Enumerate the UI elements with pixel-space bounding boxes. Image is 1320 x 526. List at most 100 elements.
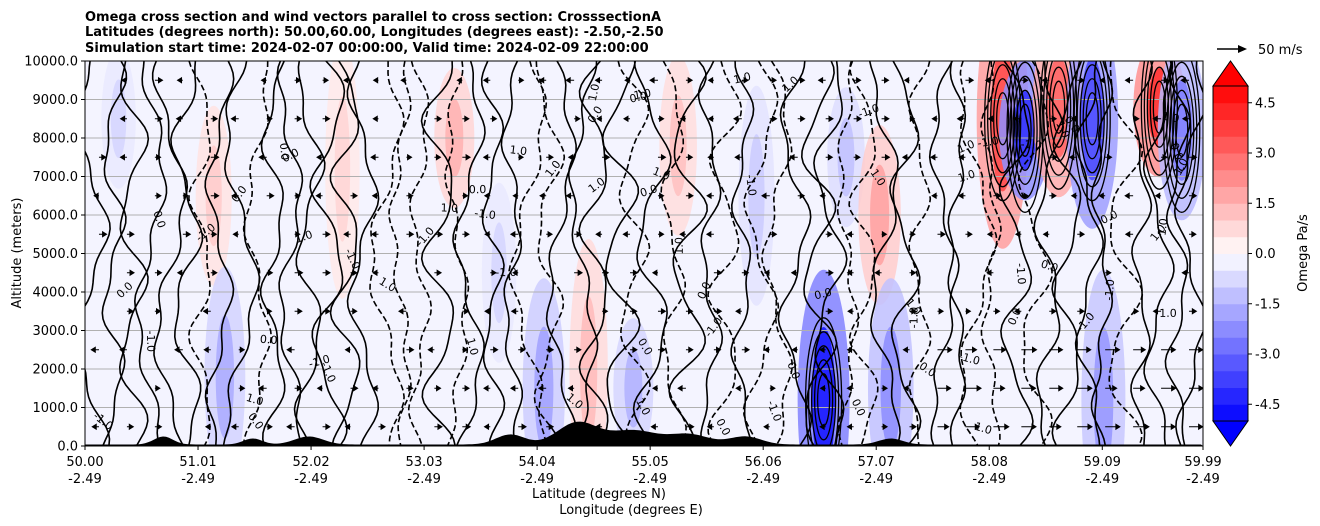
wind-vector	[595, 230, 603, 238]
contour-label: 1.0	[1159, 307, 1177, 320]
wind-vector	[231, 192, 239, 200]
positive-contour	[1142, 61, 1175, 446]
wind-vector	[937, 384, 952, 392]
colorbar-extend-top	[1212, 60, 1249, 87]
wind-vector	[518, 346, 526, 354]
storm-contour	[810, 345, 837, 446]
wind-vector	[154, 423, 163, 431]
wind-vector	[266, 115, 273, 123]
wind-vector	[685, 423, 695, 431]
contour-label: 0.0	[259, 333, 278, 347]
wind-vector	[350, 384, 359, 392]
colorbar-segment	[1213, 303, 1248, 321]
wind-vector	[546, 230, 554, 238]
wind-vector	[825, 115, 834, 123]
wind-vector	[537, 384, 547, 392]
contour-label: 1.0	[633, 87, 653, 103]
wind-vector	[965, 423, 981, 431]
wind-vector	[1012, 115, 1022, 123]
contour-label: 1.0	[464, 336, 481, 356]
colorbar-segment	[1213, 169, 1248, 187]
wind-vector	[154, 153, 162, 161]
wind-vector	[657, 307, 667, 315]
wind-vector	[372, 76, 379, 84]
negative-contour	[407, 61, 433, 446]
wind-vector	[881, 384, 889, 392]
wind-vector	[1105, 269, 1112, 277]
wind-vector	[819, 423, 826, 431]
wind-vector	[210, 230, 218, 238]
wind-vector	[91, 423, 99, 431]
contour-label: -1.0	[1102, 279, 1117, 301]
wind-vector	[763, 346, 770, 354]
wind-vector	[596, 115, 603, 123]
colorbar-segment	[1213, 337, 1248, 355]
positive-contour	[329, 61, 361, 446]
positive-contour	[668, 61, 708, 446]
wind-vector	[769, 230, 778, 238]
wind-vector	[986, 230, 994, 238]
storm-contour	[1015, 89, 1035, 171]
wind-vector	[1154, 192, 1162, 200]
wind-vector	[462, 192, 469, 200]
wind-vector	[1014, 230, 1022, 238]
wind-vector	[1099, 76, 1106, 84]
positive-contour	[567, 61, 599, 446]
negative-contour	[187, 61, 211, 446]
wind-vector	[937, 346, 953, 354]
wind-vector	[797, 115, 806, 123]
colorbar-segment	[1213, 236, 1248, 254]
storm-contour	[1012, 75, 1038, 185]
wind-vector	[846, 230, 854, 238]
positive-contour	[1173, 61, 1203, 446]
positive-contour	[601, 61, 641, 446]
wind-vector	[490, 269, 497, 277]
wind-vector	[901, 153, 910, 161]
colorbar-segment	[1213, 203, 1248, 221]
wind-vector	[1021, 76, 1029, 84]
contour-label: -1.0	[957, 350, 981, 368]
wind-vector	[1133, 346, 1147, 354]
wind-vector	[623, 115, 631, 123]
wind-vector	[652, 384, 658, 392]
contour-label: 1.0	[440, 201, 458, 215]
wind-vector	[846, 269, 854, 277]
wind-vector	[154, 384, 161, 392]
chart-title-line-2: Latitudes (degrees north): 50.00,60.00, …	[85, 25, 664, 40]
wind-vector	[853, 115, 862, 123]
wind-vector	[937, 307, 945, 315]
wind-vector	[1049, 115, 1058, 123]
wind-vector	[1181, 269, 1190, 277]
wind-vector	[260, 76, 267, 84]
wind-vector	[965, 307, 972, 315]
wind-vector	[853, 153, 861, 161]
wind-vector	[1181, 115, 1190, 123]
wind-vector	[1189, 384, 1203, 392]
wind-vector	[204, 423, 211, 431]
wind-vector	[98, 230, 108, 238]
positive-contour	[998, 61, 1034, 446]
wind-vector	[965, 76, 975, 84]
wind-vector	[734, 153, 742, 161]
plot-area: 0.01.00.0-1.00.0-1.0-1.0-1.01.0-1.0-1.01…	[85, 61, 1203, 446]
contour-label: 0.0	[628, 89, 648, 105]
storm-contour	[1152, 80, 1167, 134]
wind-vector	[294, 230, 301, 238]
negative-contour	[533, 61, 566, 446]
wind-vector	[322, 269, 331, 277]
wind-vector	[1049, 384, 1064, 392]
wind-vector	[1077, 423, 1093, 431]
wind-vector	[343, 230, 351, 238]
positive-contour	[697, 61, 724, 446]
wind-vector	[707, 115, 714, 123]
wind-vector	[294, 384, 303, 392]
contour-label: 1.0	[1155, 218, 1170, 237]
wind-vector	[1021, 192, 1029, 200]
terrain-silhouette	[85, 421, 1203, 446]
x-tick-longitude: -2.49	[294, 472, 328, 487]
wind-vector	[630, 269, 639, 277]
wind-vector	[965, 384, 983, 392]
wind-vector	[825, 307, 834, 315]
wind-vector	[1070, 115, 1078, 123]
wind-vector	[294, 269, 304, 277]
